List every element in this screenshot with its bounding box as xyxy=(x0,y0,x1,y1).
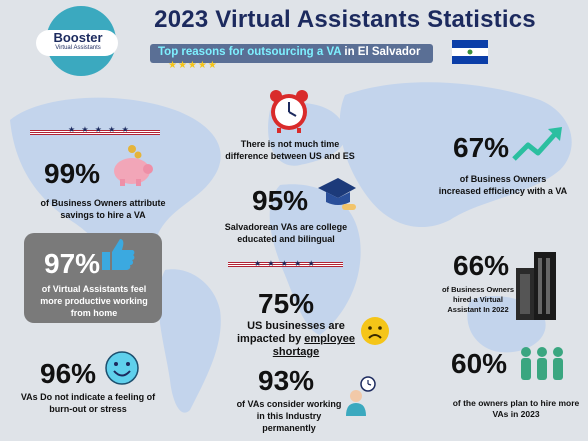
stat-96-value: 96% xyxy=(40,358,97,389)
logo-tagline: Virtual Assistants xyxy=(55,45,101,51)
el-salvador-flag-icon xyxy=(452,40,488,64)
us-flag-strip xyxy=(30,130,160,135)
alarm-clock-icon xyxy=(270,90,308,133)
growth-arrow-icon xyxy=(512,127,562,161)
subtitle-location: in El Salvador xyxy=(344,46,421,58)
rating-stars: ★★★★★ xyxy=(168,60,218,71)
stat-75-text: US businesses are impacted by employee s… xyxy=(226,320,366,359)
stat-67-value: 67% xyxy=(453,132,510,163)
us-flag-strip-center xyxy=(228,262,343,267)
stat-66-text: of Business Owners hired a Virtual Assis… xyxy=(441,285,515,314)
logo-badge xyxy=(36,30,118,56)
stat-97-card xyxy=(24,233,162,323)
stat-93-value: 93% xyxy=(258,365,315,396)
sad-face-icon xyxy=(361,317,389,345)
worker-clock-icon xyxy=(346,376,376,416)
stat-99-text: of Business Owners attribute savings to … xyxy=(40,198,166,220)
stat-99-value: 99% xyxy=(44,158,101,189)
star-band: ★ ★ ★ ★ ★ xyxy=(68,125,131,134)
stat-75-text-a: US businesses are impacted by xyxy=(237,320,345,345)
subtitle-text: Top reasons for outsourcing a VA in El S… xyxy=(158,46,433,58)
stat-97-text: of Virtual Assistants feel more producti… xyxy=(40,284,148,318)
page-title: 2023 Virtual Assistants Statistics xyxy=(154,6,536,33)
stat-60-text: of the owners plan to hire more VAs in 2… xyxy=(452,398,580,419)
subtitle-banner xyxy=(150,44,433,63)
stat-96-text: VAs Do not indicate a feeling of burn-ou… xyxy=(20,392,156,414)
thumbs-up-icon xyxy=(102,239,135,270)
stat-95-text: Salvadorean VAs are college educated and… xyxy=(224,222,348,244)
stat-66-value: 66% xyxy=(453,250,510,281)
stat-75-value: 75% xyxy=(258,288,315,319)
star-band-center: ★ ★ ★ ★ ★ xyxy=(254,259,317,268)
smiley-face-icon xyxy=(105,351,139,385)
logo-name: Booster xyxy=(53,30,103,45)
subtitle-highlight: Top reasons for outsourcing a VA xyxy=(158,46,342,58)
team-group-icon xyxy=(521,347,563,380)
graduation-cap-icon xyxy=(318,178,356,210)
stat-67-text: of Business Owners increased efficiency … xyxy=(438,174,568,196)
stat-95-value: 95% xyxy=(252,185,309,216)
time-difference-text: There is not much time difference betwee… xyxy=(225,139,355,161)
stat-75-text-b: employee shortage xyxy=(272,333,355,358)
office-buildings-icon xyxy=(516,252,556,320)
piggy-bank-icon xyxy=(114,145,153,186)
stat-97-value: 97% xyxy=(44,248,101,279)
stat-93-text: of VAs consider working in this Industry… xyxy=(236,399,342,433)
stat-60-value: 60% xyxy=(451,348,508,379)
